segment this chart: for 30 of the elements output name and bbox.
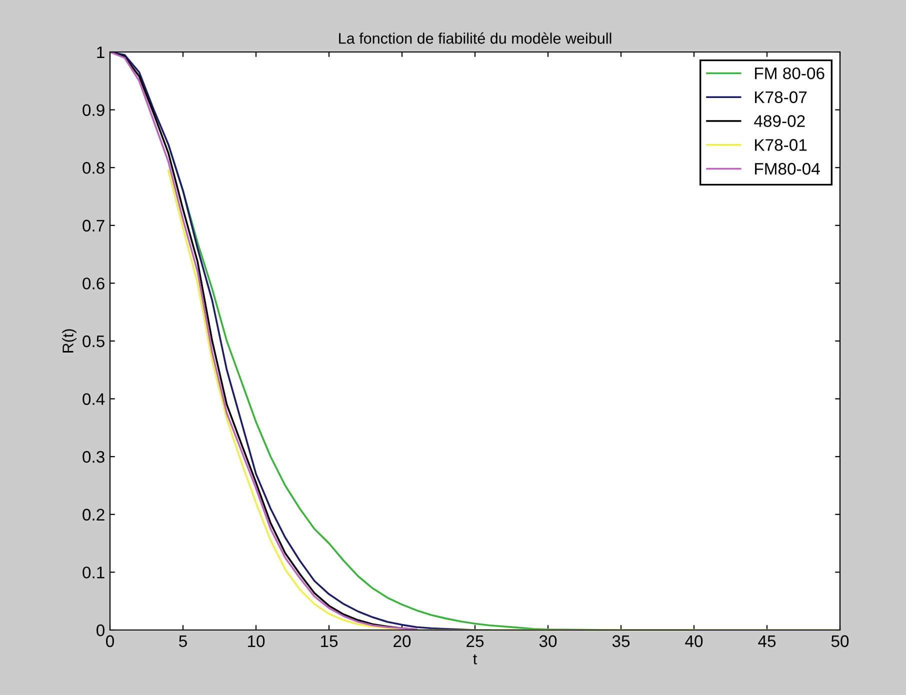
y-tick-label: 0.3: [82, 451, 104, 463]
x-tick-label: 15: [321, 635, 338, 648]
x-axis-title: t: [473, 654, 478, 664]
x-tick-label: 10: [248, 635, 265, 648]
chart-title: La fonction de fiabilité du modèle weibull: [339, 32, 612, 44]
y-tick-label: 0.7: [82, 220, 104, 232]
x-tick-label: 40: [685, 635, 703, 648]
y-tick-label: 0.6: [82, 278, 104, 290]
y-tick-label: 0.1: [82, 566, 104, 578]
x-tick-label: 20: [394, 635, 411, 648]
legend-label: K78-01: [755, 139, 807, 151]
y-tick-label: 0: [96, 624, 104, 636]
y-axis-title: R(t): [62, 329, 76, 352]
x-tick-label: 5: [179, 635, 187, 648]
y-tick-label: 0.5: [82, 335, 104, 348]
x-tick-label: 0: [106, 635, 114, 648]
x-tick-label: 25: [466, 635, 484, 648]
x-tick-label: 45: [758, 635, 776, 648]
x-tick-label: 35: [612, 635, 630, 648]
y-tick-label: 0.2: [82, 508, 104, 521]
y-tick-label: 0.8: [82, 162, 104, 174]
y-tick-label: 0.9: [82, 104, 104, 116]
x-tick-label: 30: [539, 635, 557, 648]
y-tick-label: 0.4: [82, 393, 105, 406]
y-tick-label: 1: [97, 46, 104, 58]
legend-label: K78-07: [755, 91, 807, 104]
x-tick-label: 50: [831, 635, 849, 648]
legend-label: 489-02: [754, 115, 805, 127]
legend-label: FM80-04: [755, 162, 820, 175]
legend-label: FM 80-06: [755, 67, 824, 80]
